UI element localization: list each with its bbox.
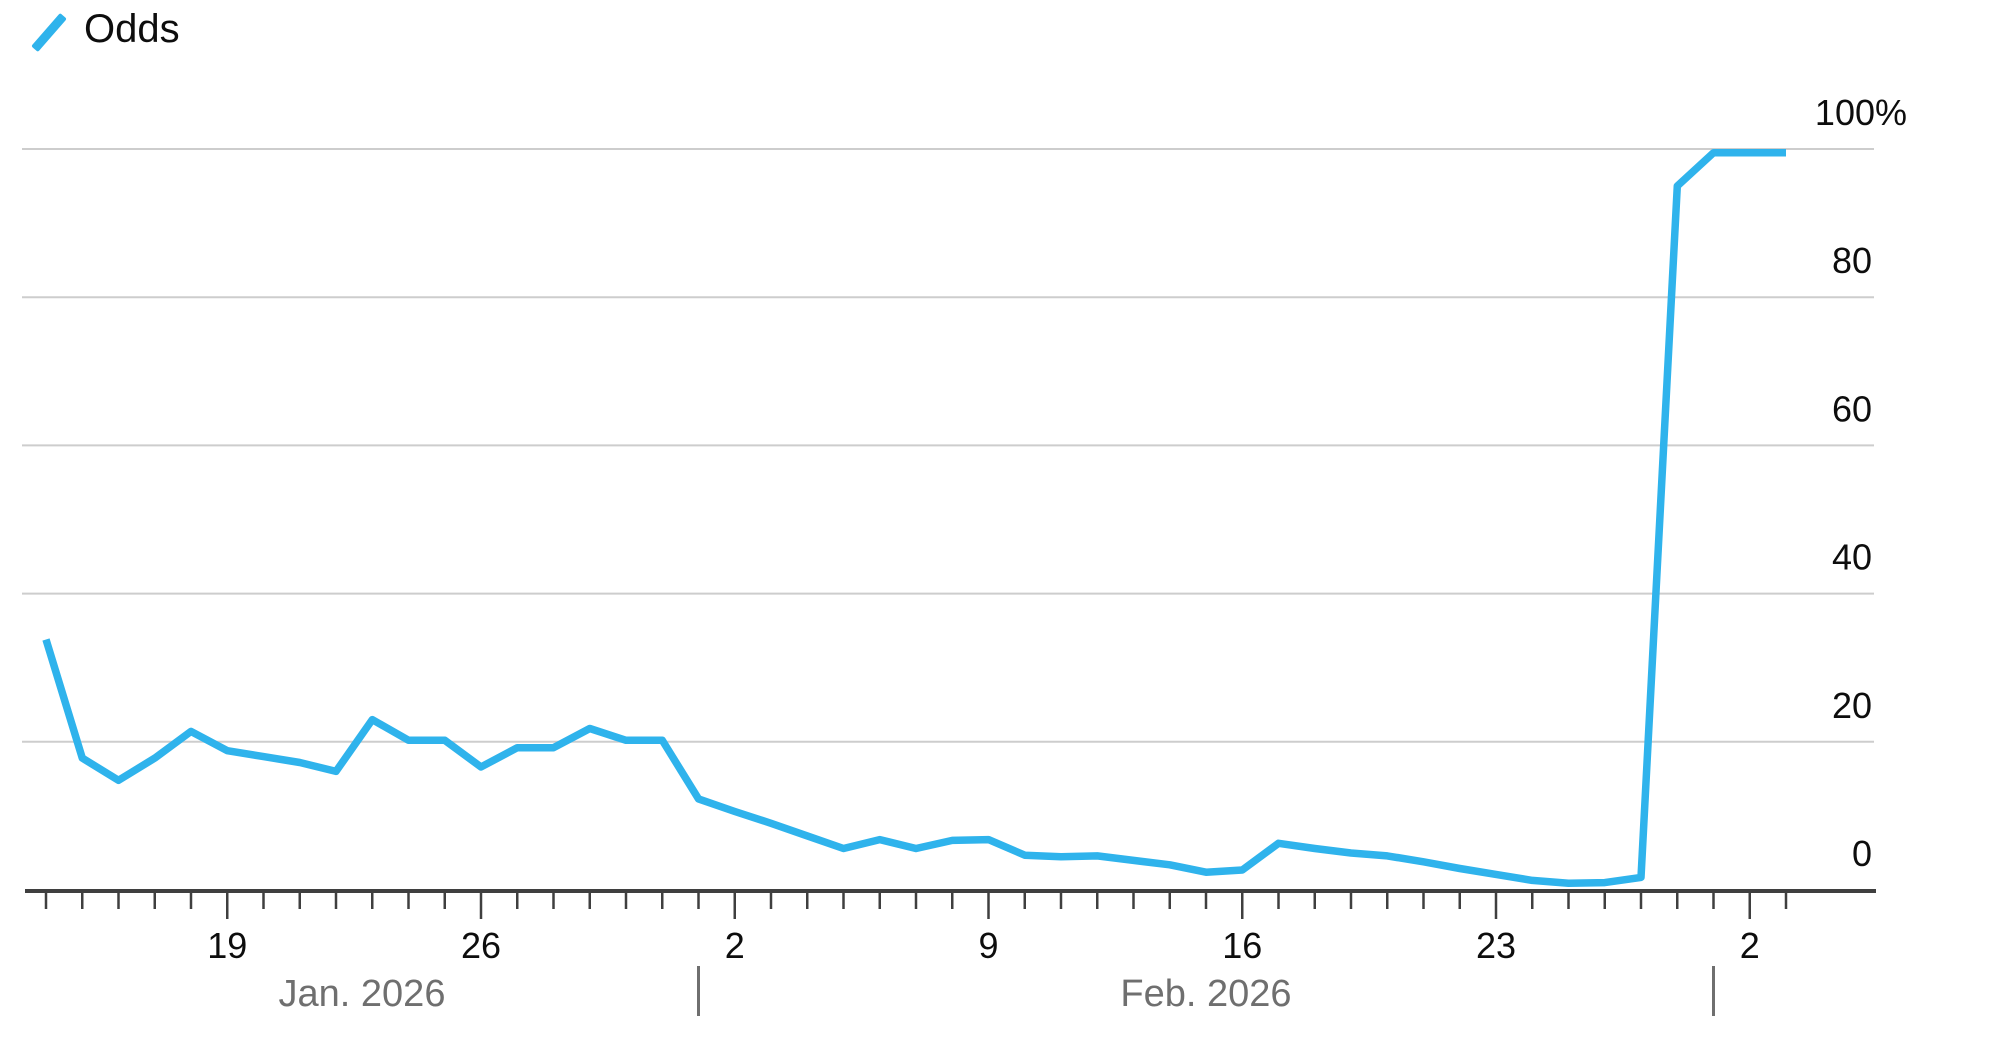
legend-line-swatch xyxy=(31,12,67,53)
x-tick-label: 9 xyxy=(978,925,998,966)
odds-line xyxy=(42,148,1786,888)
x-tick-label: 19 xyxy=(207,925,247,966)
y-axis-label-80: 80 xyxy=(1832,240,1872,281)
month-label: Feb. 2026 xyxy=(1120,973,1291,1015)
y-axis-label-100: 100% xyxy=(1815,92,1907,133)
y-axis-label-0: 0 xyxy=(1852,833,1872,874)
y-axis-label-40: 40 xyxy=(1832,537,1872,578)
month-label: Jan. 2026 xyxy=(279,973,446,1015)
y-axis-label-20: 20 xyxy=(1832,685,1872,726)
legend-label: Odds xyxy=(84,7,180,51)
x-tick-label: 23 xyxy=(1476,925,1516,966)
x-tick-label: 2 xyxy=(725,925,745,966)
x-tick-label: 2 xyxy=(1740,925,1760,966)
legend: Odds xyxy=(0,0,300,70)
x-tick-label: 16 xyxy=(1222,925,1262,966)
x-tick-label: 26 xyxy=(461,925,501,966)
y-axis-label-60: 60 xyxy=(1832,388,1872,429)
